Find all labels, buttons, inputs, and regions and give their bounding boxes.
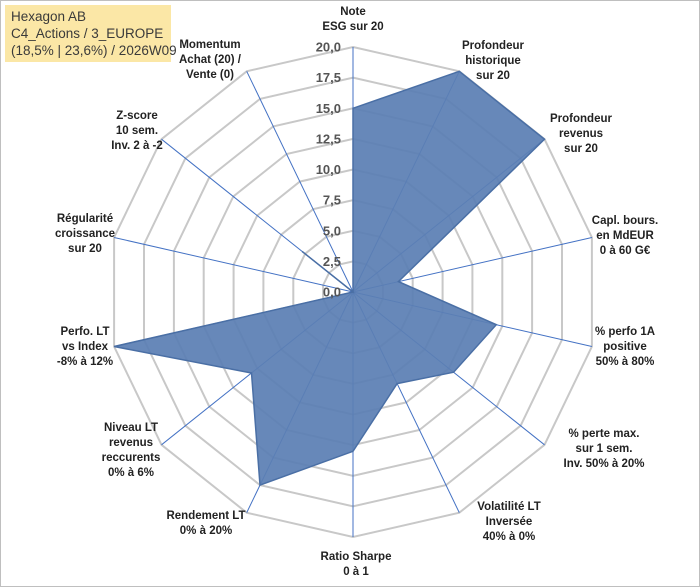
axis-label: vs Index bbox=[62, 341, 109, 353]
tick-label: 20,0 bbox=[316, 40, 341, 55]
axis-label: historique bbox=[465, 55, 521, 67]
info-box: Hexagon AB C4_Actions / 3_EUROPE (18,5% … bbox=[5, 5, 177, 62]
axis-label: Régularité bbox=[57, 213, 113, 225]
axis-label: % perte max. bbox=[569, 428, 640, 440]
axis-label: sur 20 bbox=[564, 143, 598, 155]
tick-label: 10,0 bbox=[316, 162, 341, 177]
tick-label: 0,0 bbox=[323, 285, 341, 300]
axis-label: sur 20 bbox=[476, 70, 510, 82]
axis-label: Perfo. LT bbox=[61, 326, 110, 338]
axis-label: 0% à 6% bbox=[108, 467, 154, 479]
tick-label: 17,5 bbox=[316, 70, 341, 85]
tick-labels: 0,0 2,5 5,0 7,5 10,0 12,5 15,0 17,5 20,0 bbox=[316, 40, 341, 300]
axis-label: reccurents bbox=[102, 452, 161, 464]
axis-label: 0 à 60 G€ bbox=[600, 245, 651, 257]
axis-label: Rendement LT bbox=[166, 510, 245, 522]
axis-label: sur 20 bbox=[68, 243, 102, 255]
tick-label: 12,5 bbox=[316, 131, 341, 146]
axis-spoke bbox=[246, 71, 354, 293]
axis-label: Niveau LT bbox=[104, 422, 158, 434]
axis-label: 50% à 80% bbox=[596, 356, 655, 368]
axis-label: Inversée bbox=[486, 516, 533, 528]
axis-label: Profondeur bbox=[550, 113, 612, 125]
axis-label: 40% à 0% bbox=[483, 531, 535, 543]
axis-label: Profondeur bbox=[462, 40, 524, 52]
axis-label: Achat (20) / bbox=[179, 54, 242, 66]
axis-label: sur 1 sem. bbox=[576, 443, 633, 455]
axis-labels: Note ESG sur 20 Profondeur historique sur 20… bbox=[55, 6, 658, 578]
axis-label: croissance bbox=[55, 228, 115, 240]
axis-label: en MdEUR bbox=[596, 230, 654, 242]
axis-label: positive bbox=[603, 341, 646, 353]
axis-label: Inv. 50% à 20% bbox=[564, 458, 645, 470]
info-category: C4_Actions / 3_EUROPE bbox=[11, 26, 164, 41]
axis-label: Momentum bbox=[179, 39, 240, 51]
axis-label: ESG sur 20 bbox=[322, 21, 383, 33]
axis-label: Note bbox=[340, 6, 366, 18]
axis-label: revenus bbox=[559, 128, 603, 140]
axis-label: Inv. 2 à -2 bbox=[111, 140, 163, 152]
info-company: Hexagon AB bbox=[11, 9, 87, 24]
axis-label: 10 sem. bbox=[116, 125, 158, 137]
axis-label: Vente (0) bbox=[186, 69, 234, 81]
axis-label: -8% à 12% bbox=[57, 356, 113, 368]
axis-label: revenus bbox=[109, 437, 153, 449]
axis-label: Capl. bours. bbox=[592, 215, 658, 227]
axis-label: 0 à 1 bbox=[343, 566, 369, 578]
info-stats: (18,5% | 23,6%) / 2026W09 bbox=[11, 43, 177, 58]
axis-label: Volatilité LT bbox=[477, 501, 540, 513]
tick-label: 5,0 bbox=[323, 223, 341, 238]
series-area bbox=[113, 70, 546, 487]
tick-label: 15,0 bbox=[316, 101, 341, 116]
axis-label: % perfo 1A bbox=[595, 326, 655, 338]
tick-label: 2,5 bbox=[323, 254, 341, 269]
axis-label: Ratio Sharpe bbox=[321, 551, 392, 563]
axis-label: Z-score bbox=[116, 110, 158, 122]
axis-label: 0% à 20% bbox=[180, 525, 232, 537]
series-layer bbox=[113, 70, 546, 487]
tick-label: 7,5 bbox=[323, 193, 341, 208]
axis-spoke bbox=[113, 237, 354, 293]
